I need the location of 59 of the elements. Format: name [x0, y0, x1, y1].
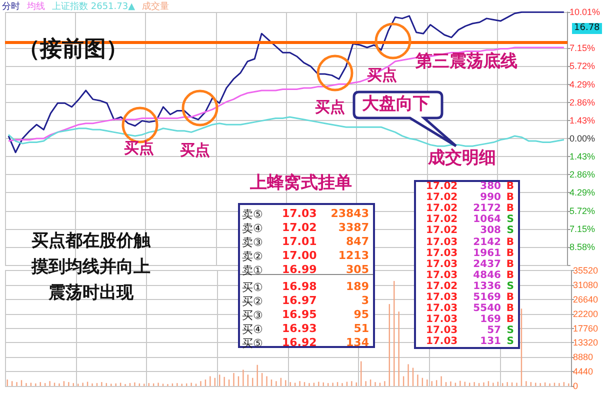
y-tick-label: 4.29%	[569, 188, 596, 198]
annotation: 买点都在股价触摸到均线并向上震荡时出现	[30, 230, 152, 305]
y-tick-label: 2.86%	[569, 97, 596, 108]
text: 17.02 1336 S	[426, 280, 514, 292]
text: 17.02 990 B	[426, 192, 514, 204]
annotation: 买点	[180, 141, 210, 159]
text: 17.03 4846 B	[426, 270, 514, 281]
y-tick-label: 8880	[573, 352, 594, 362]
y-tick-label: 31080	[573, 280, 598, 290]
text: 上证指数 2651.73▲	[52, 2, 135, 12]
y-tick-label: 22200	[573, 308, 598, 319]
text: 17.03 5540 B	[426, 303, 514, 314]
y-tick-label: 0	[573, 381, 578, 391]
text: 17.03 2437 B	[426, 258, 514, 270]
text: 买④ 16.93 51	[242, 322, 369, 336]
text: 成交量	[142, 2, 169, 12]
text: 卖① 16.99 305	[242, 263, 369, 277]
y-tick-label: 4.29%	[569, 79, 596, 90]
text: 17.03 57 S	[426, 325, 514, 336]
y-tick-label: 0.00%	[569, 134, 596, 144]
y-tick-label: 8.58%	[569, 242, 596, 252]
y-tick-label: 13320	[573, 338, 598, 348]
y-tick-label: 5.72%	[569, 206, 596, 216]
y-tick-label: 7.15%	[569, 224, 596, 234]
text: 分时	[2, 2, 20, 12]
text: 16.78	[572, 23, 602, 34]
text: 17.03 2142 B	[426, 236, 514, 248]
text: 17.03 169 B	[426, 314, 514, 326]
text: 17.02 308 S	[426, 225, 514, 236]
annotation: 买点	[124, 139, 154, 157]
y-tick-label: 10.01%	[569, 7, 600, 17]
text: 均线	[27, 2, 45, 12]
y-tick-label: 17760	[573, 323, 598, 334]
annotation: 上蜂窝式挂单	[250, 173, 352, 193]
text: 17.03 5169 B	[426, 292, 514, 303]
text: 17.03 1961 B	[426, 248, 514, 259]
text: 17.02 380 B	[426, 181, 514, 192]
text: 卖③ 17.01 847	[242, 235, 369, 249]
y-tick-label: 7.15%	[569, 43, 596, 54]
y-tick-label: 1.43%	[569, 152, 596, 162]
text: 卖⑤ 17.03 23843	[242, 207, 369, 221]
text: 买② 16.97 3	[242, 294, 369, 308]
text: 卖② 17.00 1213	[242, 249, 369, 263]
annotation: 买点	[315, 98, 345, 116]
y-tick-label: 1.43%	[569, 115, 596, 126]
text: 17.02 2172 B	[426, 203, 514, 214]
y-tick-label: 4440	[573, 366, 594, 377]
text: 卖④ 17.02 3387	[242, 221, 369, 235]
text: 买③ 16.95 95	[242, 308, 369, 322]
annotation: （接前图）	[18, 35, 128, 64]
annotation: 大盘向下	[362, 94, 430, 114]
text: 买① 16.98 189	[242, 280, 369, 294]
annotation: 成交明细	[428, 148, 496, 168]
text: 17.03 131 S	[426, 336, 514, 348]
y-tick-label: 2.86%	[569, 170, 596, 180]
y-tick-label: 26640	[573, 294, 598, 304]
y-tick-label: 5.72%	[569, 61, 596, 72]
y-tick-label: 35520	[573, 266, 598, 276]
text: 17.02 1064 S	[426, 214, 514, 226]
